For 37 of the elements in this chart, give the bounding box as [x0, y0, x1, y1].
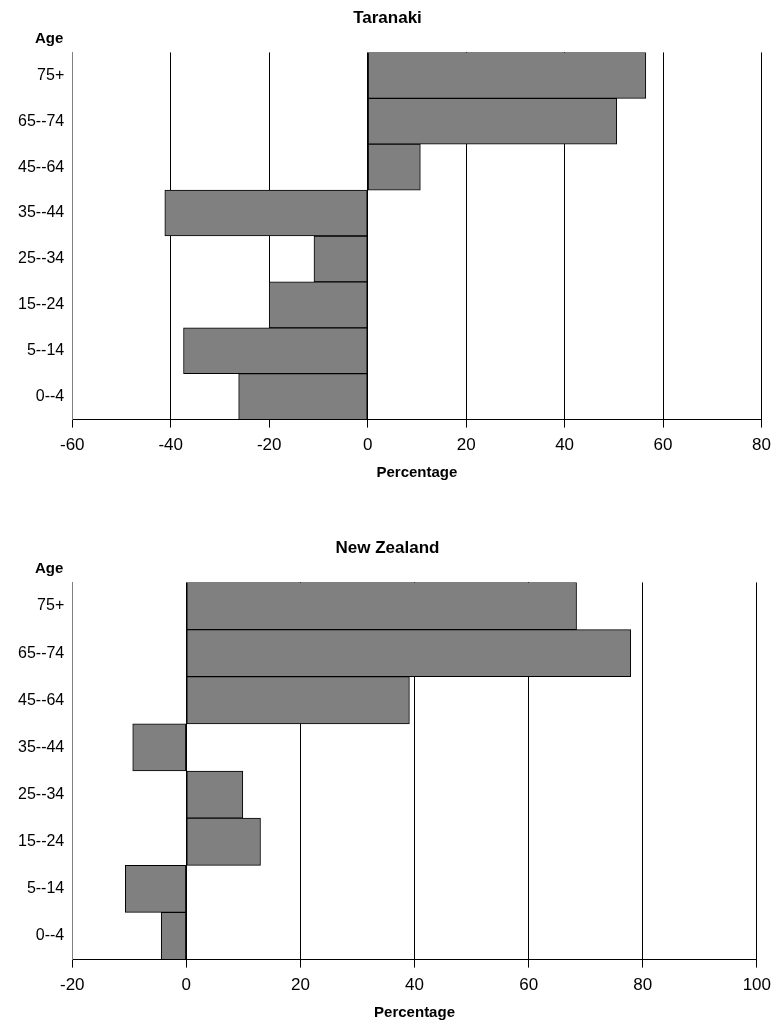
y-tick-label: 5--14 [26, 341, 65, 359]
y-tick-label: 75+ [37, 596, 65, 614]
y-tick-label: 65--74 [18, 643, 65, 661]
x-tick-label: 100 [742, 975, 772, 995]
y-tick-label: 65--74 [18, 111, 65, 129]
x-tick-label: 60 [519, 975, 539, 995]
x-tick-label: -20 [256, 435, 282, 455]
x-tick-label: 40 [405, 975, 424, 995]
x-axis-title: Percentage [376, 463, 458, 481]
x-tick-label: 80 [633, 975, 653, 995]
y-tick-label: 25--34 [18, 784, 65, 802]
y-tick-label: 75+ [37, 65, 65, 83]
x-tick-label: 0 [362, 435, 373, 455]
y-axis-title: Age [35, 559, 64, 577]
x-tick-label: 80 [752, 435, 772, 455]
x-tick-label: -60 [59, 435, 85, 455]
x-tick-label: -40 [158, 435, 184, 455]
y-tick-label: 5--14 [26, 879, 65, 897]
x-tick-label: 0 [181, 975, 192, 995]
x-tick-label: -20 [59, 975, 85, 995]
chart-title: New Zealand [335, 537, 440, 557]
x-tick-label: 60 [653, 435, 673, 455]
y-tick-label: 15--24 [18, 832, 65, 850]
y-tick-label: 35--44 [18, 203, 65, 221]
x-axis-title: Percentage [374, 1003, 455, 1021]
y-tick-label: 45--64 [18, 157, 65, 175]
y-tick-label: 0--4 [35, 926, 65, 944]
x-tick-label: 40 [555, 435, 575, 455]
y-tick-label: 45--64 [18, 690, 65, 708]
y-axis-title: Age [35, 29, 64, 47]
chart-title: Taranaki [353, 7, 422, 27]
y-tick-label: 0--4 [35, 387, 65, 405]
y-tick-label: 35--44 [18, 737, 65, 755]
y-tick-label: 25--34 [18, 249, 65, 267]
x-tick-label: 20 [456, 435, 476, 455]
x-tick-label: 20 [290, 975, 310, 995]
y-tick-label: 15--24 [18, 295, 65, 313]
